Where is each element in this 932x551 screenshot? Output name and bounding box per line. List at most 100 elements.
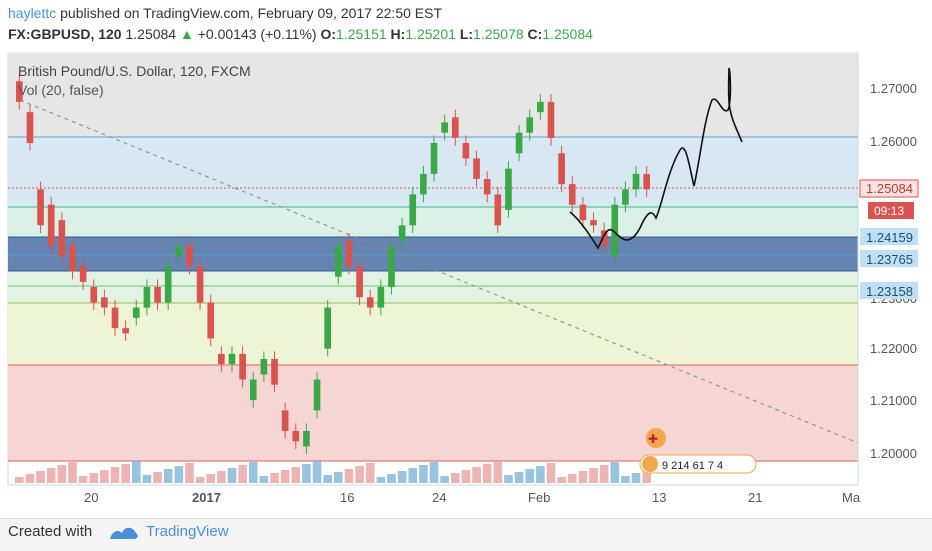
candle-body xyxy=(643,173,650,190)
events-badge[interactable] xyxy=(639,454,757,474)
volume-bar xyxy=(163,469,173,483)
volume-bar xyxy=(227,468,237,483)
volume-bar xyxy=(450,473,460,483)
up-arrow-icon: ▲ xyxy=(179,26,194,42)
volume-bar xyxy=(419,465,428,483)
username-link[interactable]: haylettc xyxy=(8,5,57,21)
candle-body xyxy=(377,287,385,308)
candle-body xyxy=(388,245,395,287)
tradingview-logo-icon[interactable] xyxy=(108,523,140,548)
candle-body xyxy=(622,189,629,205)
volume-bar xyxy=(312,461,322,483)
volume-bar xyxy=(536,466,545,483)
close-label: C: xyxy=(527,26,543,42)
created-with-label: Created with xyxy=(8,523,93,540)
volume-bar xyxy=(387,474,396,483)
volume-bar xyxy=(642,470,651,483)
low-value: 1.25078 xyxy=(473,26,524,42)
volume-bar xyxy=(546,463,556,483)
time-tick-label: 24 xyxy=(432,490,446,505)
volume-bars xyxy=(15,461,651,483)
level-tag-3: 1.23158 xyxy=(860,282,918,299)
volume-bar xyxy=(259,476,269,483)
events-badge-text: 9 214 61 7 4 xyxy=(662,460,723,472)
open-label: O: xyxy=(320,26,337,42)
volume-bar xyxy=(195,477,205,483)
time-tick-label: 13 xyxy=(652,490,666,505)
candle-body xyxy=(505,168,512,210)
volume-bar xyxy=(174,466,184,483)
candle-body xyxy=(558,153,565,185)
candle-body xyxy=(196,266,204,303)
volume-bar xyxy=(248,462,258,483)
uk-flag-icon xyxy=(642,456,658,472)
candle-body xyxy=(37,189,44,226)
candle-body xyxy=(249,379,257,401)
price-series xyxy=(16,73,650,455)
volume-bar xyxy=(631,473,641,483)
volume-bar xyxy=(461,470,471,483)
time-tick-label: Feb xyxy=(528,490,550,505)
candle-body xyxy=(186,245,193,267)
volume-bar xyxy=(408,468,418,483)
svg-text:1.25084: 1.25084 xyxy=(866,181,913,196)
candle-body xyxy=(260,359,268,375)
chart-area[interactable]: 1.27000 1.26000 1.22000 1.21000 1.20000 … xyxy=(0,48,932,518)
svg-text:1.23158: 1.23158 xyxy=(866,284,913,299)
candle-body xyxy=(154,287,161,303)
uk-flag-icon[interactable] xyxy=(646,428,666,448)
drawing-projection[interactable] xyxy=(569,67,743,250)
candle-body xyxy=(281,410,289,431)
volume-bar xyxy=(238,465,247,483)
time-tick-label: 21 xyxy=(748,490,762,505)
candle-body xyxy=(483,179,491,195)
candle-body xyxy=(122,328,129,334)
candle-body xyxy=(239,353,246,380)
volume-bar xyxy=(344,469,354,483)
volume-bar xyxy=(365,463,375,483)
candle-body xyxy=(132,307,140,318)
candle-body xyxy=(218,353,225,365)
volume-bar xyxy=(429,462,439,483)
candle-body xyxy=(515,132,523,154)
candle-body xyxy=(292,431,300,442)
zone-red xyxy=(8,365,858,461)
trend-line[interactable] xyxy=(19,99,859,444)
price-tick-label: 1.27000 xyxy=(870,81,917,96)
volume-bar xyxy=(280,470,290,483)
candle-body xyxy=(58,220,66,257)
candle-body xyxy=(47,204,55,246)
candle-body xyxy=(600,230,608,246)
open-value: 1.25151 xyxy=(336,26,387,42)
volume-bar xyxy=(100,470,109,483)
volume-bar xyxy=(472,467,481,483)
candle-body xyxy=(303,431,310,447)
candle-body xyxy=(324,307,331,349)
candle-body xyxy=(420,173,427,195)
zone-yellow-green xyxy=(8,303,858,365)
svg-text:1.24159: 1.24159 xyxy=(866,230,913,245)
volume-bar xyxy=(621,476,630,483)
volume-bar xyxy=(355,466,364,483)
volume-bar xyxy=(334,472,343,483)
indicator-legend[interactable]: Vol (20, false) xyxy=(18,82,104,98)
tradingview-link[interactable]: TradingView xyxy=(146,523,229,540)
candle-body xyxy=(537,101,544,113)
events-flags[interactable]: ✚ 9 214 61 7 4 xyxy=(639,428,757,474)
price-tick-label: 1.26000 xyxy=(870,134,917,149)
candle-body xyxy=(313,379,321,411)
volume-bar xyxy=(482,464,492,483)
candle-body xyxy=(409,194,417,226)
price-tick-label: 1.20000 xyxy=(870,446,917,461)
price-tick-label: 1.21000 xyxy=(870,393,917,408)
candle-body xyxy=(494,194,502,226)
volume-bar xyxy=(270,473,279,483)
volume-bar xyxy=(514,472,524,483)
symbol-label[interactable]: FX:GBPUSD, 120 xyxy=(8,26,122,42)
volume-bar xyxy=(525,469,535,483)
candle-body xyxy=(366,297,374,308)
candle-body xyxy=(271,359,278,385)
volume-bar xyxy=(557,477,566,483)
high-value: 1.25201 xyxy=(405,26,456,42)
candle-body xyxy=(228,353,236,365)
